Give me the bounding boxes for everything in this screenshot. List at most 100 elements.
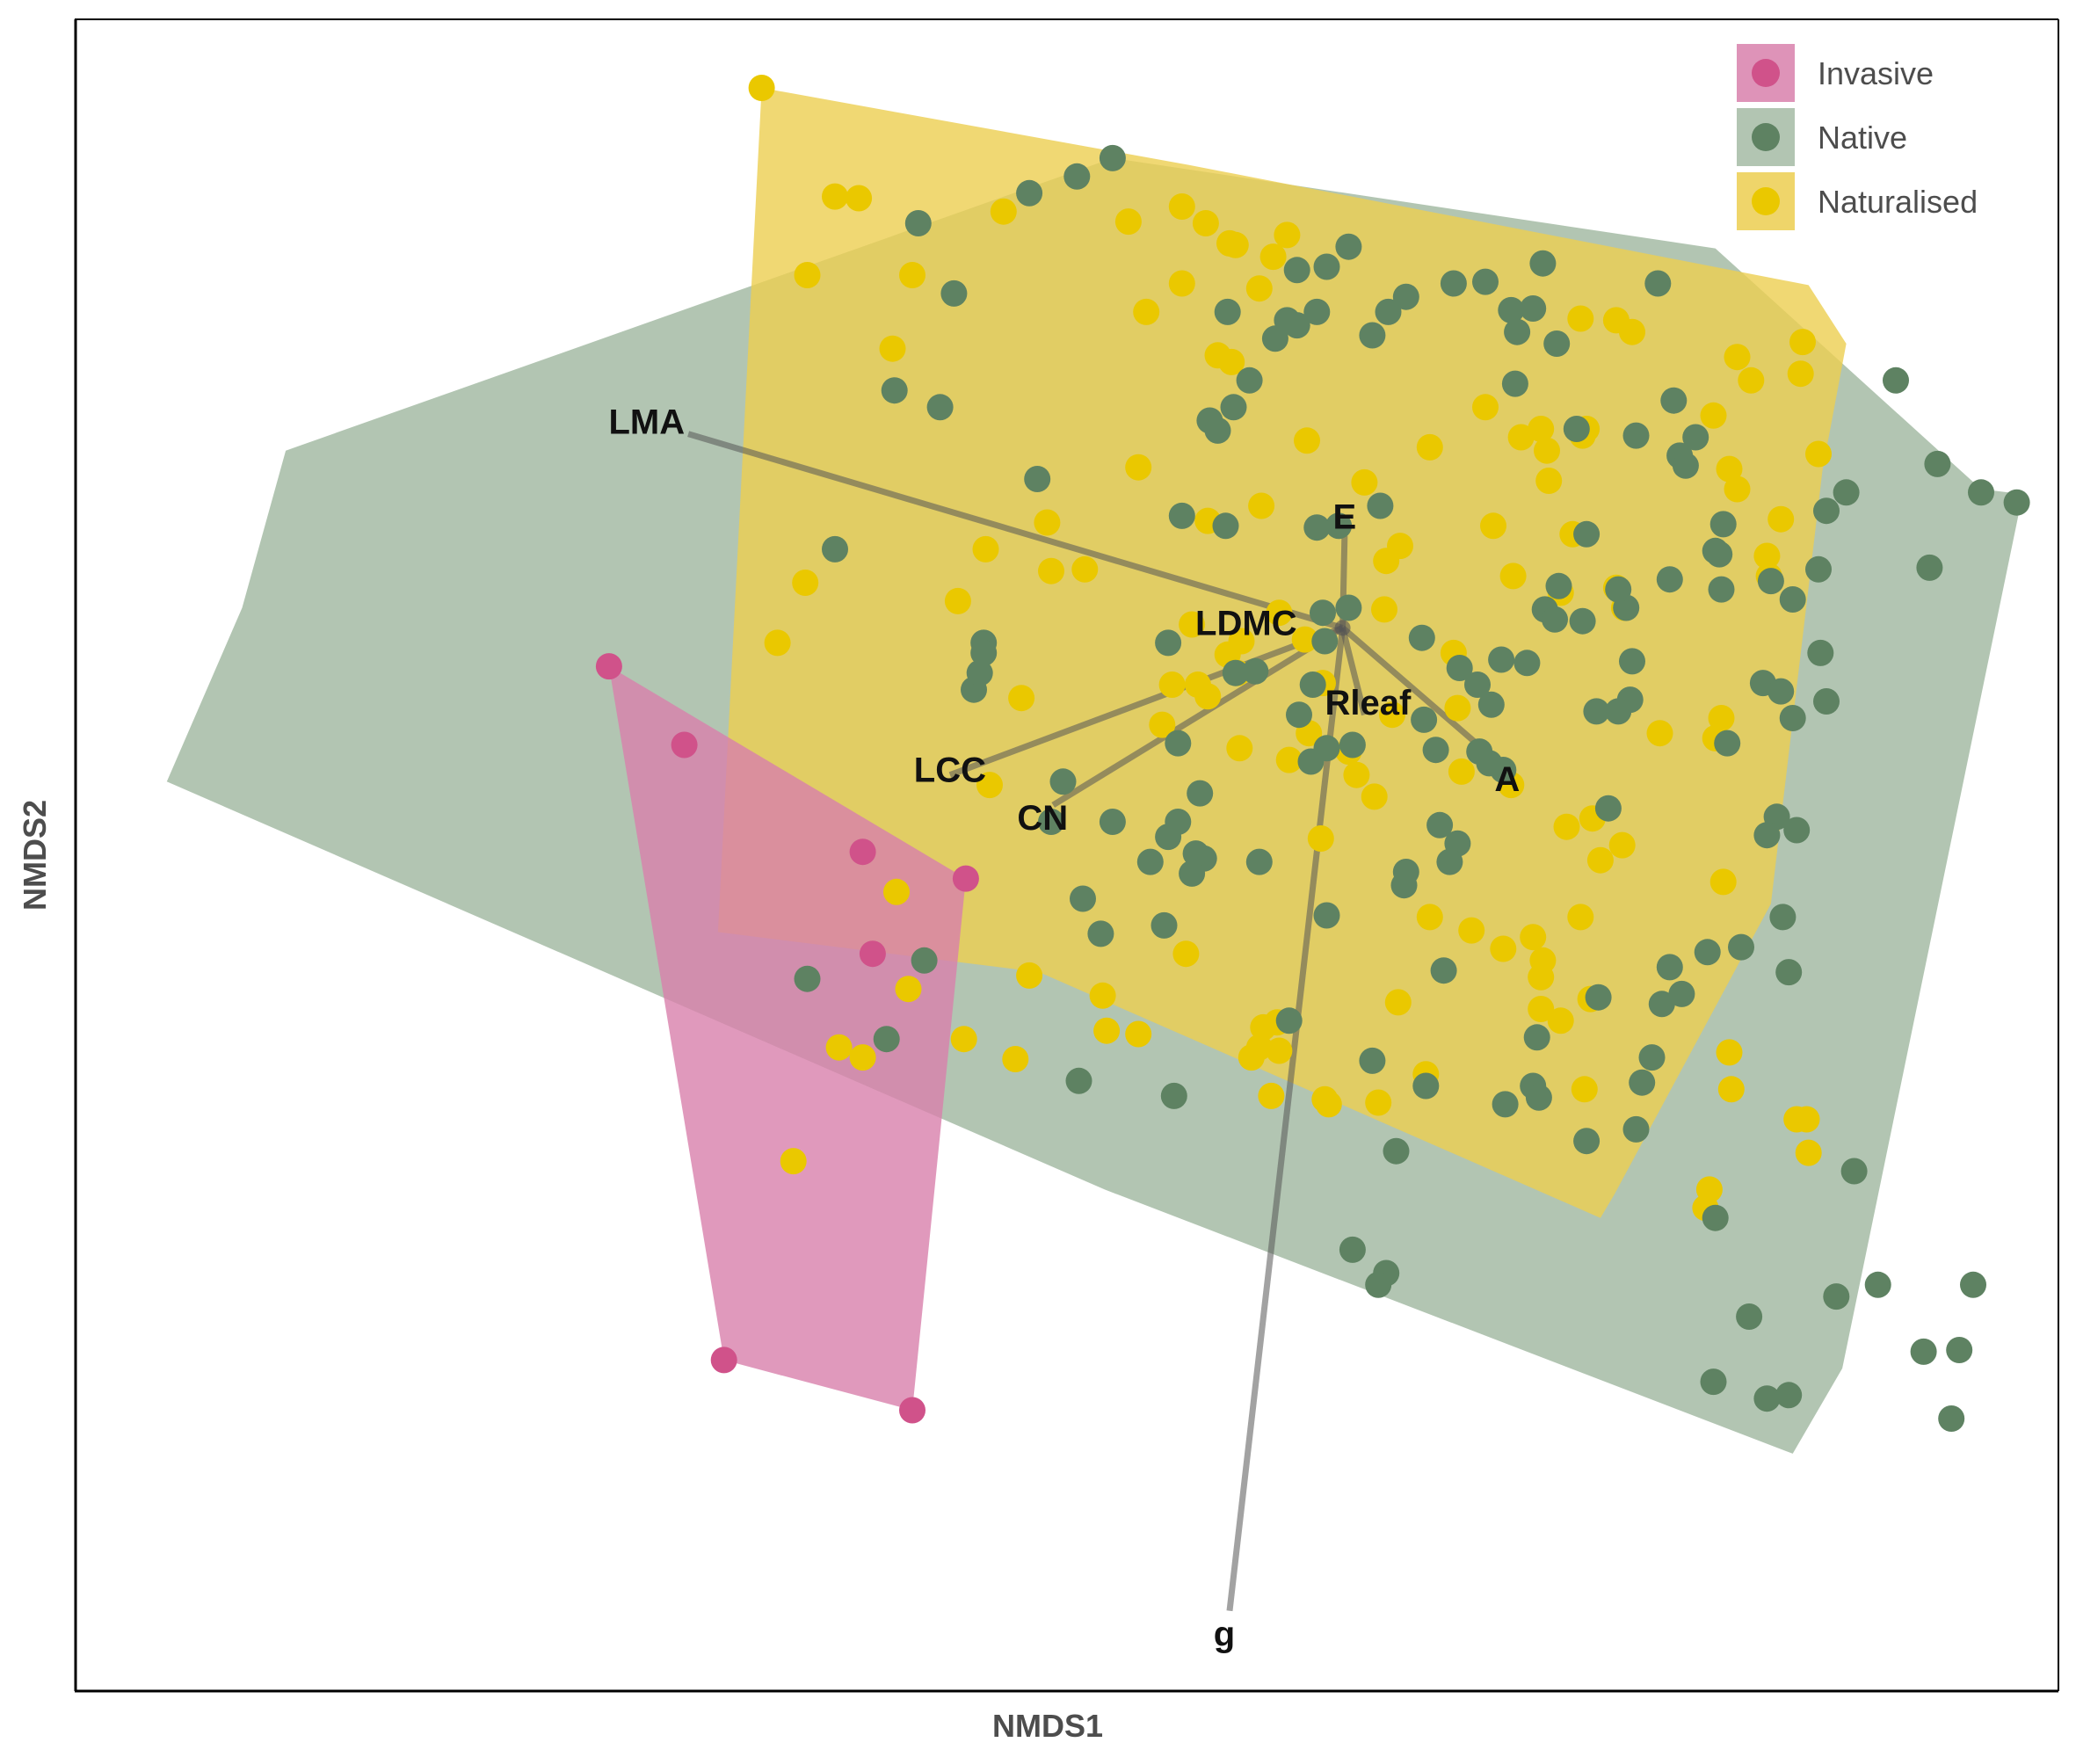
naturalised-point xyxy=(879,335,906,362)
native-point xyxy=(1087,920,1114,947)
vector-rleaf xyxy=(1339,627,1368,716)
native-point xyxy=(1313,902,1340,929)
naturalised-point xyxy=(1002,1046,1029,1072)
naturalised-point xyxy=(1534,437,1560,464)
native-point xyxy=(1605,698,1632,725)
naturalised-point xyxy=(780,1148,807,1175)
naturalised-point xyxy=(1315,1091,1342,1118)
vector-label-g: g xyxy=(1214,1615,1235,1654)
legend-marker-invasive xyxy=(1752,59,1780,87)
naturalised-point xyxy=(1093,1017,1121,1044)
naturalised-point xyxy=(1448,758,1475,785)
native-point xyxy=(1768,678,1795,705)
native-point xyxy=(1585,984,1612,1011)
naturalised-point xyxy=(1371,596,1397,623)
native-point xyxy=(1411,706,1438,733)
native-point xyxy=(911,947,938,974)
naturalised-point xyxy=(1708,705,1735,731)
native-point xyxy=(1946,1337,1973,1363)
native-point xyxy=(1182,840,1209,867)
native-point xyxy=(1573,1128,1601,1155)
naturalised-point xyxy=(1528,996,1555,1022)
naturalised-point xyxy=(1133,298,1160,325)
native-point xyxy=(1916,554,1943,581)
native-point xyxy=(1622,1115,1650,1143)
native-point xyxy=(1660,387,1688,414)
native-point xyxy=(1543,330,1571,357)
invasive-point xyxy=(899,1397,925,1424)
invasive-point xyxy=(671,731,698,759)
native-point xyxy=(1525,1084,1552,1111)
native-point xyxy=(1492,1091,1519,1118)
naturalised-point xyxy=(1416,904,1443,931)
naturalised-point xyxy=(1258,1082,1285,1109)
naturalised-point xyxy=(1529,947,1557,974)
native-point xyxy=(1656,954,1683,981)
hulls-layer xyxy=(166,88,2023,1454)
native-point xyxy=(1422,737,1449,764)
naturalised-point xyxy=(1125,1020,1152,1048)
naturalised-point xyxy=(792,570,819,596)
naturalised-point xyxy=(1248,492,1275,519)
vector-label-rleaf: Rleaf xyxy=(1325,684,1411,722)
native-point xyxy=(1408,624,1435,651)
native-point xyxy=(1728,933,1754,961)
native-point xyxy=(822,535,848,563)
vector-label-lma: LMA xyxy=(608,403,685,442)
native-point xyxy=(1629,1069,1656,1096)
naturalised-point xyxy=(1567,904,1594,931)
naturalised-point xyxy=(883,878,910,905)
legend: Invasive Native Naturalised xyxy=(1737,44,1978,230)
native-point xyxy=(1682,424,1709,451)
native-point xyxy=(1883,367,1909,394)
native-point xyxy=(1702,537,1729,564)
native-point xyxy=(1049,768,1077,795)
vector-g xyxy=(1226,627,1346,1612)
native-point xyxy=(1513,650,1541,677)
native-point xyxy=(1165,809,1192,835)
naturalised-point xyxy=(1724,344,1751,371)
naturalised-point xyxy=(1266,599,1293,627)
naturalised-point xyxy=(1089,982,1116,1009)
native-point xyxy=(1214,298,1241,325)
naturalised-point xyxy=(1738,367,1765,394)
naturalised-point xyxy=(1608,831,1636,859)
native-point xyxy=(1220,394,1247,421)
native-point xyxy=(1968,479,1994,506)
native-point xyxy=(1367,492,1394,519)
native-point xyxy=(1805,555,1832,583)
native-point xyxy=(1136,848,1164,875)
native-point xyxy=(1709,511,1737,538)
native-point xyxy=(1775,1382,1803,1409)
naturalised-point xyxy=(1619,318,1645,345)
native-point xyxy=(1313,253,1340,280)
naturalised-point xyxy=(1274,221,1301,249)
native-point xyxy=(1498,296,1525,323)
legend-label-invasive: Invasive xyxy=(1818,55,1934,91)
invasive-hull xyxy=(608,666,966,1411)
native-point xyxy=(1753,822,1781,849)
vector-lcc xyxy=(948,625,1344,778)
naturalised-point xyxy=(1172,940,1200,968)
naturalised-point xyxy=(1361,783,1388,810)
naturalised-point xyxy=(1716,1039,1743,1066)
legend-label-native: Native xyxy=(1818,120,1907,156)
native-point xyxy=(1501,370,1528,397)
native-point xyxy=(1864,1271,1891,1298)
legend-marker-native xyxy=(1752,123,1780,151)
invasive-point xyxy=(595,653,622,680)
naturalised-point xyxy=(1520,924,1547,951)
native-point xyxy=(1708,576,1735,603)
native-point xyxy=(1151,911,1178,939)
legend-marker-naturalised xyxy=(1752,187,1780,215)
naturalised-point xyxy=(1294,427,1320,454)
naturalised-point xyxy=(748,75,775,101)
naturalised-point xyxy=(1238,1044,1265,1071)
naturalised-point xyxy=(950,1026,977,1053)
naturalised-point xyxy=(1016,962,1043,989)
native-point xyxy=(1160,1082,1187,1109)
naturalised-point xyxy=(1245,275,1273,302)
invasive-point xyxy=(710,1347,737,1374)
